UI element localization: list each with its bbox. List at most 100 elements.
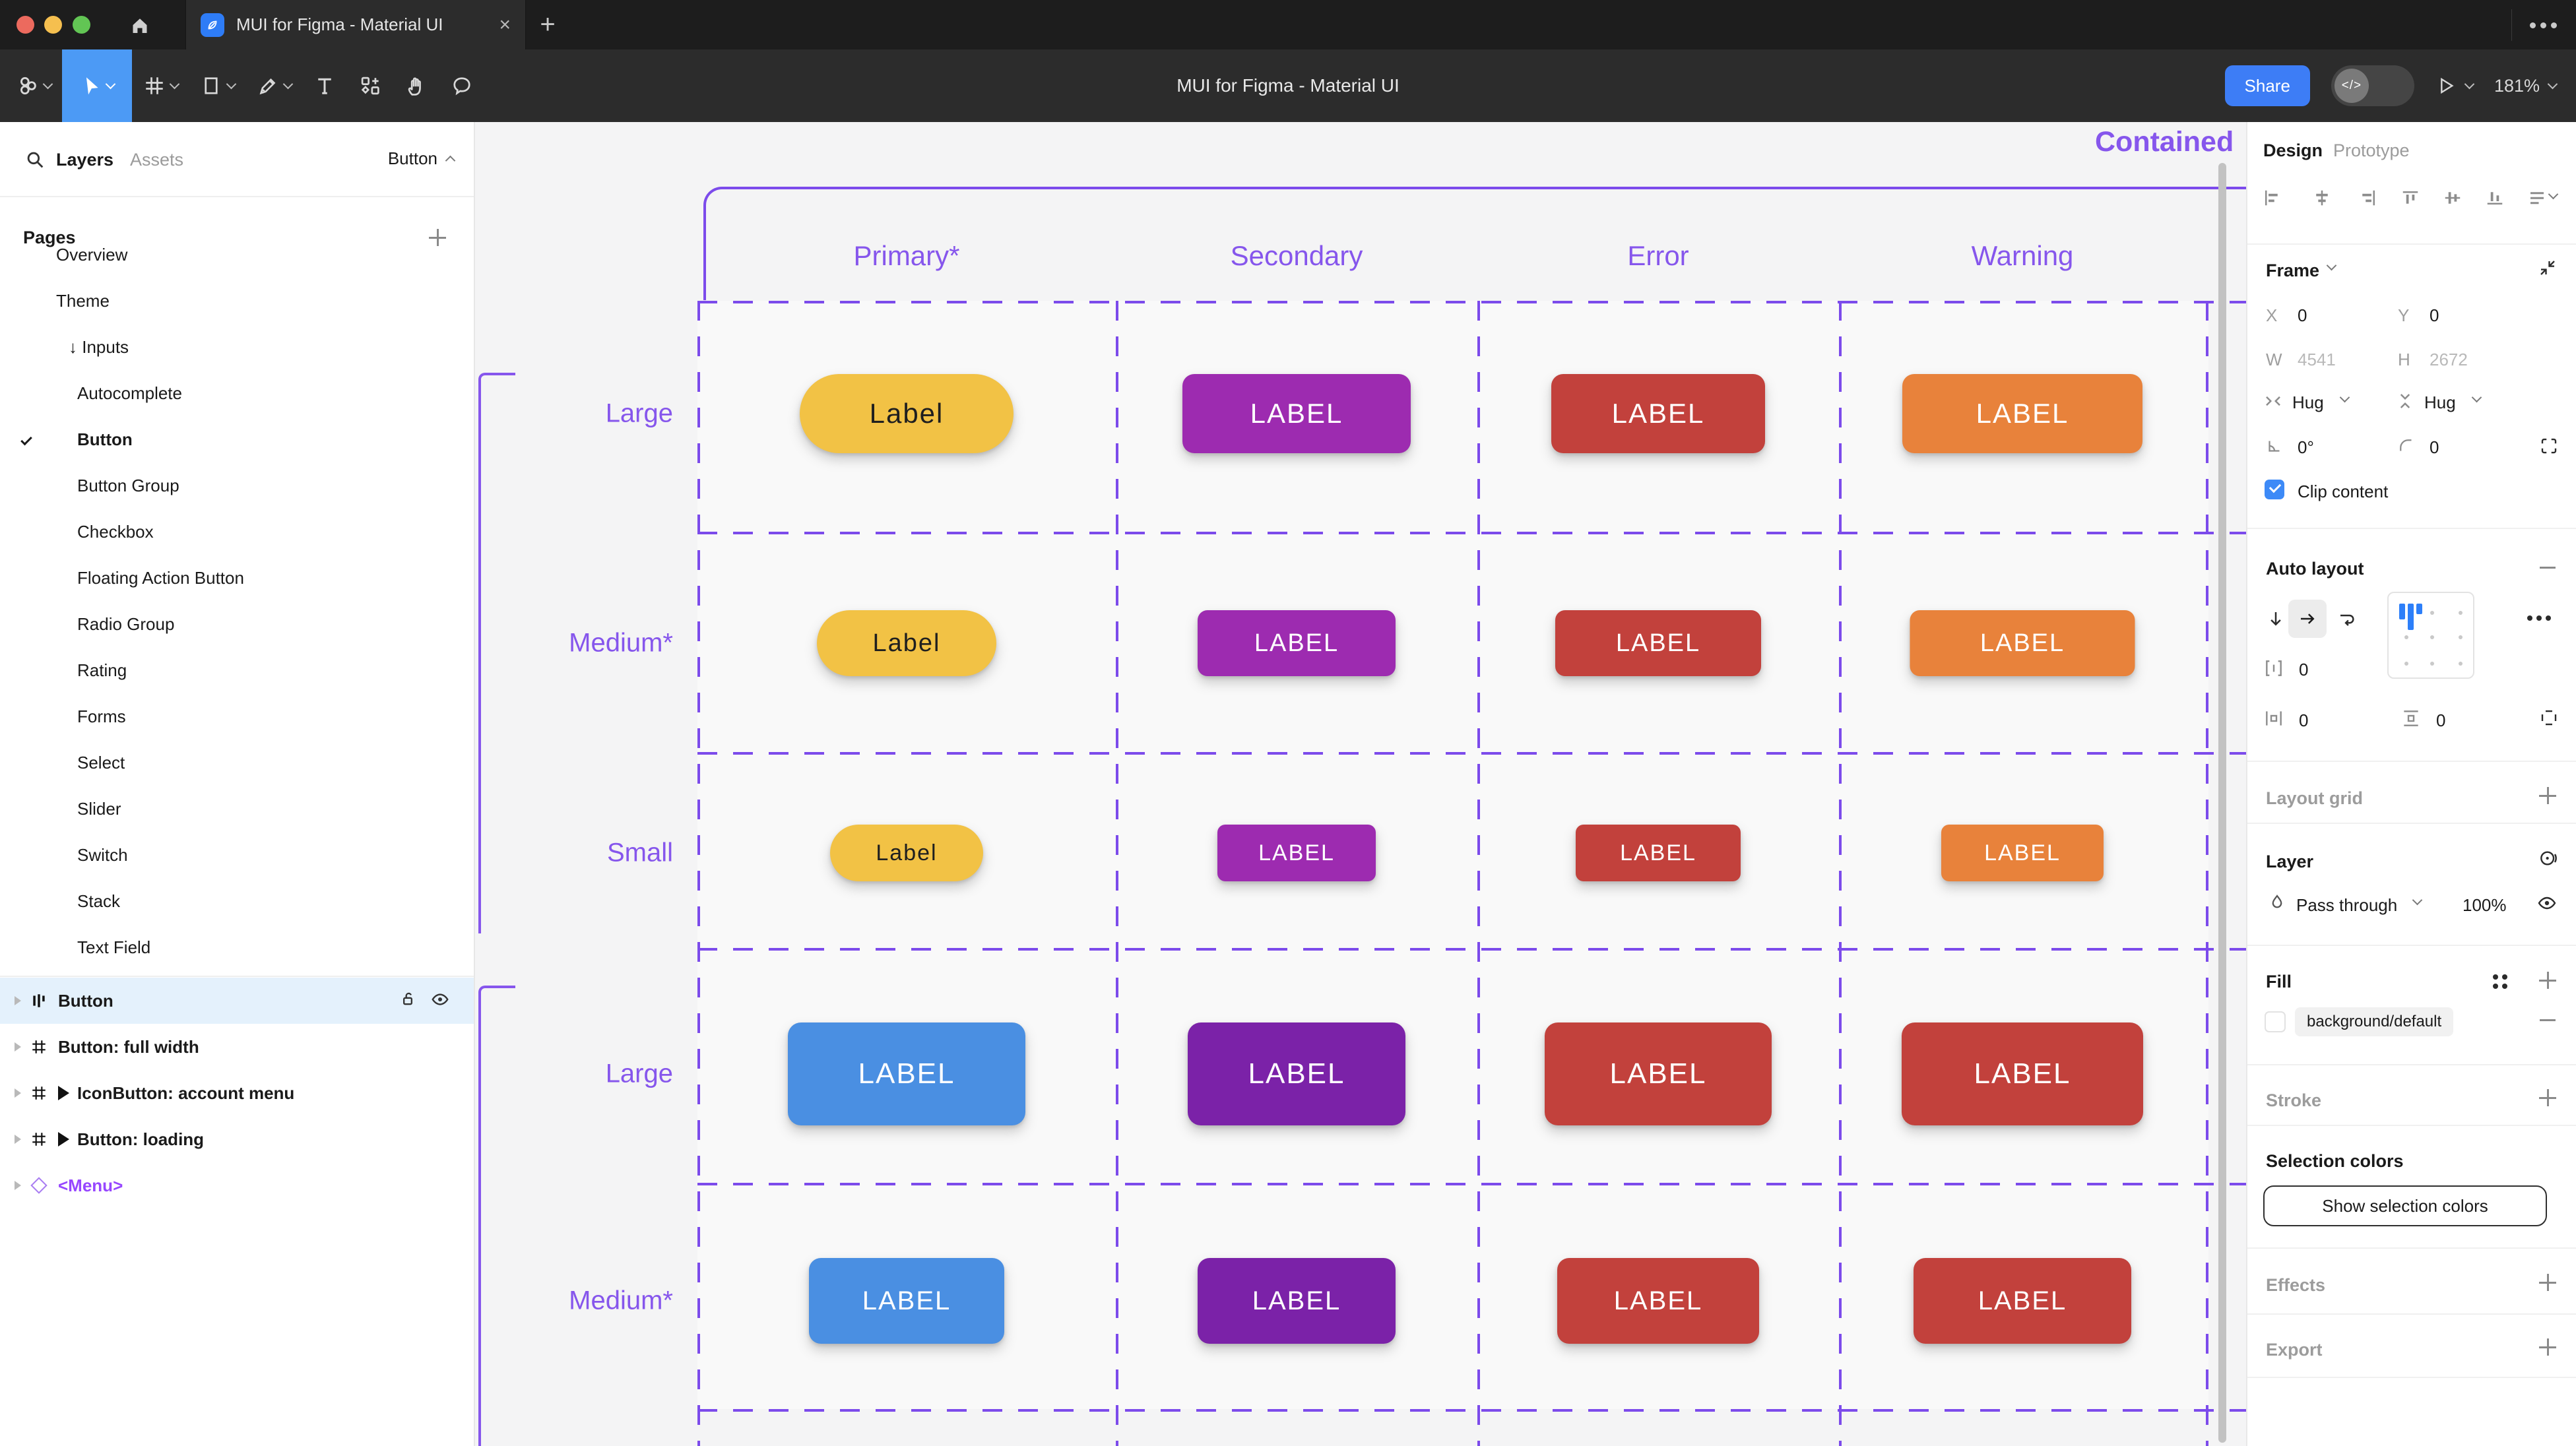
independent-padding-icon[interactable] bbox=[2539, 708, 2559, 728]
add-page-button[interactable] bbox=[428, 228, 447, 247]
visibility-eye-icon[interactable] bbox=[2536, 893, 2558, 914]
move-tool-button[interactable] bbox=[62, 49, 132, 122]
height-value[interactable]: 2672 bbox=[2430, 350, 2468, 369]
tab-assets[interactable]: Assets bbox=[130, 150, 184, 170]
page-item-overview[interactable]: Overview bbox=[0, 232, 474, 278]
variant-button-medium-primary[interactable]: LABEL bbox=[809, 1258, 1004, 1344]
page-item-forms[interactable]: Forms bbox=[0, 693, 474, 739]
blend-mode-icon[interactable] bbox=[2538, 848, 2559, 869]
layout-vertical-icon[interactable] bbox=[2266, 609, 2286, 629]
hug-horizontal-value[interactable]: Hug bbox=[2292, 393, 2324, 412]
page-item-select[interactable]: Select bbox=[0, 739, 474, 786]
vertical-padding-value[interactable]: 0 bbox=[2436, 710, 2446, 730]
variant-button-large-primary[interactable]: Label bbox=[800, 374, 1014, 453]
variant-button-medium-secondary[interactable]: LABEL bbox=[1198, 1258, 1396, 1344]
tab-design[interactable]: Design bbox=[2263, 141, 2323, 160]
tab-layers[interactable]: Layers bbox=[56, 150, 114, 170]
tab-prototype[interactable]: Prototype bbox=[2333, 141, 2410, 160]
page-item-autocomplete[interactable]: Autocomplete bbox=[0, 370, 474, 416]
variant-button-large-primary[interactable]: LABEL bbox=[788, 1022, 1025, 1125]
fill-color-swatch[interactable] bbox=[2265, 1011, 2286, 1032]
main-menu-button[interactable] bbox=[4, 49, 62, 122]
variant-button-large-secondary[interactable]: LABEL bbox=[1188, 1022, 1405, 1125]
page-item-inputs[interactable]: ↓ Inputs bbox=[0, 324, 474, 370]
page-item-slider[interactable]: Slider bbox=[0, 786, 474, 832]
corner-radius-value[interactable]: 0 bbox=[2430, 437, 2439, 457]
layer-item-button-loading[interactable]: Button: loading bbox=[0, 1116, 474, 1162]
zoom-window-button[interactable] bbox=[73, 16, 90, 34]
page-item-button[interactable]: Button bbox=[0, 416, 474, 462]
page-selector[interactable]: Button bbox=[388, 148, 456, 169]
variant-button-medium-error[interactable]: LABEL bbox=[1557, 1258, 1759, 1344]
frame-section-header[interactable]: Frame bbox=[2266, 261, 2320, 280]
variant-button-medium-error[interactable]: LABEL bbox=[1555, 610, 1761, 676]
expand-chevron-icon[interactable] bbox=[15, 1135, 21, 1144]
blend-mode-value[interactable]: Pass through bbox=[2296, 895, 2398, 915]
visibility-eye-icon[interactable] bbox=[430, 990, 450, 1009]
expand-chevron-icon[interactable] bbox=[15, 1088, 21, 1098]
page-item-stack[interactable]: Stack bbox=[0, 878, 474, 924]
frame-title[interactable]: Contained bbox=[2095, 126, 2234, 158]
expand-chevron-icon[interactable] bbox=[15, 996, 21, 1005]
variant-button-small-error[interactable]: LABEL bbox=[1576, 825, 1741, 881]
close-window-button[interactable] bbox=[16, 16, 34, 34]
align-vertical-center-icon[interactable] bbox=[2443, 188, 2463, 208]
expand-chevron-icon[interactable] bbox=[15, 1181, 21, 1190]
file-tab[interactable]: MUI for Figma - Material UI × bbox=[185, 0, 526, 49]
auto-layout-more-icon[interactable] bbox=[2527, 615, 2532, 621]
gap-value[interactable]: 0 bbox=[2299, 660, 2309, 679]
canvas-scrollbar[interactable] bbox=[2218, 163, 2226, 1443]
show-selection-colors-button[interactable]: Show selection colors bbox=[2263, 1185, 2547, 1226]
collapse-panel-icon[interactable] bbox=[2538, 258, 2558, 278]
share-button[interactable]: Share bbox=[2224, 65, 2310, 106]
page-item-floating-action-button[interactable]: Floating Action Button bbox=[0, 555, 474, 601]
page-item-radio-group[interactable]: Radio Group bbox=[0, 601, 474, 647]
actions-tool-button[interactable] bbox=[347, 49, 393, 122]
width-value[interactable]: 4541 bbox=[2298, 350, 2336, 369]
independent-corners-icon[interactable] bbox=[2539, 436, 2559, 456]
new-tab-button[interactable]: + bbox=[540, 10, 556, 39]
shape-tool-button[interactable] bbox=[189, 49, 245, 122]
chevron-down-icon[interactable] bbox=[2326, 260, 2337, 271]
page-item-text-field[interactable]: Text Field bbox=[0, 924, 474, 970]
variant-button-small-primary[interactable]: Label bbox=[830, 825, 983, 881]
variant-button-large-error[interactable]: LABEL bbox=[1551, 374, 1765, 453]
clip-content-checkbox[interactable] bbox=[2265, 480, 2284, 499]
zoom-menu[interactable]: 181% bbox=[2494, 76, 2558, 96]
page-item-checkbox[interactable]: Checkbox bbox=[0, 509, 474, 555]
layer-item-button-full-width[interactable]: Button: full width bbox=[0, 1024, 474, 1070]
comment-tool-button[interactable] bbox=[439, 49, 484, 122]
fill-style-chip[interactable]: background/default bbox=[2295, 1007, 2454, 1036]
present-button[interactable] bbox=[2435, 75, 2475, 96]
distribute-icon[interactable] bbox=[2527, 188, 2547, 208]
home-icon[interactable] bbox=[124, 9, 156, 41]
close-tab-icon[interactable]: × bbox=[499, 13, 511, 36]
variant-button-medium-warning[interactable]: LABEL bbox=[1914, 1258, 2131, 1344]
layout-wrap-icon[interactable] bbox=[2337, 609, 2357, 629]
align-right-icon[interactable] bbox=[2358, 188, 2378, 208]
variant-button-large-warning[interactable]: LABEL bbox=[1902, 1022, 2143, 1125]
canvas[interactable]: Contained Primary* Secondary Error Warning … bbox=[475, 122, 2246, 1446]
y-value[interactable]: 0 bbox=[2430, 305, 2439, 325]
text-tool-button[interactable] bbox=[302, 49, 347, 122]
pen-tool-button[interactable] bbox=[245, 49, 302, 122]
page-item-theme[interactable]: Theme bbox=[0, 278, 474, 324]
variant-button-large-warning[interactable]: LABEL bbox=[1902, 374, 2142, 453]
opacity-value[interactable]: 100% bbox=[2463, 895, 2507, 915]
page-item-button-group[interactable]: Button Group bbox=[0, 462, 474, 509]
align-horizontal-center-icon[interactable] bbox=[2312, 188, 2332, 208]
rotation-value[interactable]: 0° bbox=[2298, 437, 2314, 457]
hug-vertical-value[interactable]: Hug bbox=[2424, 393, 2456, 412]
layer-item-button[interactable]: Button bbox=[0, 978, 474, 1024]
search-icon[interactable] bbox=[24, 148, 46, 171]
unlock-icon[interactable] bbox=[399, 990, 417, 1008]
variant-button-medium-primary[interactable]: Label bbox=[817, 610, 996, 676]
page-item-switch[interactable]: Switch bbox=[0, 832, 474, 878]
variant-button-medium-warning[interactable]: LABEL bbox=[1910, 610, 2135, 676]
hand-tool-button[interactable] bbox=[393, 49, 439, 122]
chevron-down-icon[interactable] bbox=[2548, 189, 2559, 200]
layer-item--menu-[interactable]: <Menu> bbox=[0, 1162, 474, 1209]
align-bottom-icon[interactable] bbox=[2485, 188, 2505, 208]
alignment-pad[interactable] bbox=[2387, 592, 2474, 679]
layout-horizontal-selected[interactable] bbox=[2288, 600, 2327, 638]
